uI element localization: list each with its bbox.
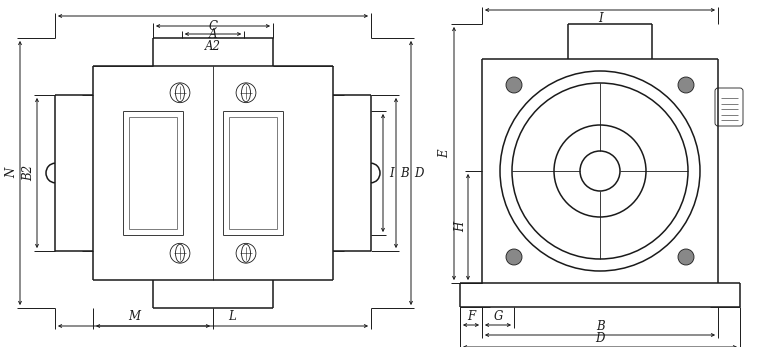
Text: N: N (5, 168, 19, 178)
Text: L: L (228, 311, 236, 323)
Text: E: E (439, 149, 452, 158)
Text: B2: B2 (22, 165, 36, 181)
Text: A: A (208, 27, 217, 41)
Text: C: C (208, 19, 218, 33)
Text: D: D (415, 167, 424, 179)
Text: F: F (467, 310, 475, 322)
Text: D: D (595, 331, 604, 345)
Text: G: G (494, 310, 503, 322)
Text: A2: A2 (205, 40, 221, 53)
Text: I: I (389, 167, 393, 179)
Text: B: B (596, 320, 604, 332)
Circle shape (506, 249, 522, 265)
Text: I: I (598, 11, 602, 25)
Text: B: B (400, 167, 408, 179)
Circle shape (506, 77, 522, 93)
Text: H: H (454, 222, 467, 232)
Circle shape (678, 249, 694, 265)
Circle shape (678, 77, 694, 93)
Text: M: M (128, 311, 140, 323)
